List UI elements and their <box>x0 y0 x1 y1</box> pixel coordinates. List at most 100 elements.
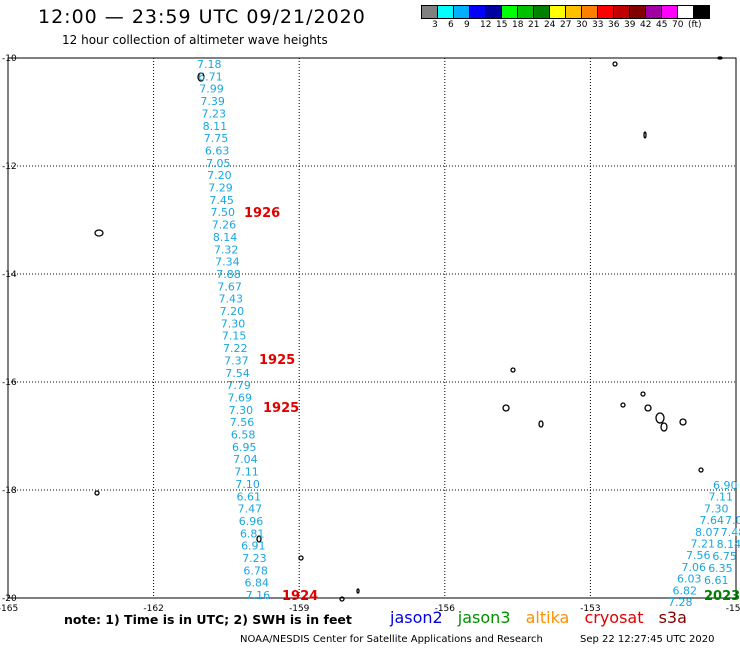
island-outline <box>655 412 665 424</box>
wave-height-label: 6.84 <box>244 577 269 590</box>
x-tick-label: -153 <box>580 604 600 614</box>
y-tick-label: -10 <box>2 54 17 64</box>
island-outline <box>298 555 304 561</box>
legend-swatch <box>693 5 710 19</box>
wave-track-1: 7.186.717.997.397.238.117.756.637.057.20… <box>197 58 270 602</box>
wave-height-label: 7.56 <box>230 416 255 429</box>
island-outline <box>502 404 510 412</box>
wave-track-2: 6.907.117.307.648.077.217.567.066.036.82… <box>668 479 740 609</box>
wave-height-label: 6.71 <box>198 70 223 83</box>
satellite-legend: jason2 jason3 altika cryosat s3a <box>390 608 697 627</box>
legend-label: 21 <box>528 20 540 30</box>
x-tick-label: -159 <box>289 604 310 614</box>
wave-height-label: 6.90 <box>713 479 738 492</box>
legend-label: 42 <box>640 20 652 30</box>
sat-s3a: s3a <box>658 608 687 627</box>
wave-height-label: 7.11 <box>234 466 258 479</box>
wave-height-label: 7.99 <box>199 83 224 96</box>
wave-height-label: 7.30 <box>221 317 246 330</box>
wave-height-label: 6.63 <box>205 144 230 157</box>
legend-swatch <box>645 5 662 19</box>
y-tick-label: -14 <box>2 270 17 280</box>
legend-swatch <box>437 5 454 19</box>
y-tick-label: -20 <box>2 594 17 604</box>
island-outline <box>612 61 618 67</box>
x-tick-label: -150 <box>726 604 740 614</box>
graticule <box>7 57 737 599</box>
wave-height-label: 7.88 <box>216 268 241 281</box>
island-outline <box>356 588 360 594</box>
island-outline <box>510 367 516 373</box>
legend-label: 6 <box>448 20 454 30</box>
y-tick-label: -18 <box>2 486 17 496</box>
legend-label: 39 <box>624 20 636 30</box>
legend-labels: 3 6 9 12 15 18 21 24 27 30 33 36 39 42 45 70 (ft) <box>422 19 710 31</box>
island-outline <box>197 72 205 82</box>
legend-label: 24 <box>544 20 556 30</box>
sat-cryosat: cryosat <box>584 608 644 627</box>
legend-label: 9 <box>464 20 470 30</box>
legend-swatch <box>485 5 502 19</box>
island-outline <box>698 467 704 473</box>
wave-height-label: 7.30 <box>704 502 729 515</box>
legend-swatch <box>661 5 678 19</box>
wave-height-label: 7.22 <box>223 342 248 355</box>
island-outline <box>339 596 345 602</box>
wave-height-label: 6.58 <box>231 429 256 442</box>
wave-height-label: 7.45 <box>209 194 234 207</box>
page-subtitle: 12 hour collection of altimeter wave hei… <box>62 33 328 47</box>
x-tick-label: -165 <box>0 604 18 614</box>
island-outlines <box>94 56 723 602</box>
wave-height-label: 7.05 <box>206 157 231 170</box>
pass-hour-label: 1925 <box>263 401 299 416</box>
legend-swatch <box>421 5 438 19</box>
wave-height-label: 7.75 <box>204 132 229 145</box>
legend-swatch <box>613 5 630 19</box>
legend-swatch <box>549 5 566 19</box>
legend-label: 36 <box>608 20 620 30</box>
island-outline <box>256 535 262 543</box>
page-title: 12:00 — 23:59 UTC 09/21/2020 <box>38 6 366 28</box>
wave-height-label: 7.50 <box>211 206 236 219</box>
generated-timestamp: Sep 22 12:27:45 UTC 2020 <box>580 634 715 645</box>
wave-height-label: 7.37 <box>224 354 249 367</box>
sat-altika: altika <box>525 608 570 627</box>
legend-swatch <box>677 5 694 19</box>
credit-line: NOAA/NESDIS Center for Satellite Applica… <box>240 634 543 645</box>
wave-height-label: 8.14 <box>213 231 238 244</box>
legend-swatch <box>565 5 582 19</box>
legend-label: 27 <box>560 20 572 30</box>
island-outline <box>643 131 647 139</box>
wave-height-label: 7.15 <box>222 330 247 343</box>
pass-hour-label: 1925 <box>259 353 295 368</box>
wave-height-label: 6.61 <box>704 574 729 587</box>
legend-label: 30 <box>576 20 588 30</box>
wave-height-label: 6.91 <box>241 540 266 553</box>
pass-hour-label: 2023 <box>704 589 740 604</box>
color-legend: 3 6 9 12 15 18 21 24 27 30 33 36 39 42 45 70 (ft) <box>421 5 710 31</box>
wave-height-label: 7.02 <box>725 514 740 527</box>
wave-height-label: 7.23 <box>202 107 227 120</box>
wave-height-label: 7.20 <box>220 305 245 318</box>
wave-height-label: 7.54 <box>225 367 250 380</box>
legend-swatch <box>501 5 518 19</box>
legend-swatch <box>517 5 534 19</box>
legend-label: 12 <box>480 20 492 30</box>
island-outline <box>94 229 104 237</box>
legend-label: 15 <box>496 20 508 30</box>
wave-height-label: 7.29 <box>208 182 233 195</box>
wave-height-label: 7.28 <box>668 596 693 609</box>
wave-height-label: 6.03 <box>677 573 702 586</box>
wave-height-label: 7.47 <box>238 503 263 516</box>
island-outline <box>644 404 652 412</box>
wave-height-label: 7.34 <box>215 256 240 269</box>
y-tick-label: -16 <box>2 378 17 388</box>
legend-swatch <box>533 5 550 19</box>
wave-height-label: 7.43 <box>218 293 243 306</box>
wave-height-label: 7.67 <box>217 280 242 293</box>
island-outline <box>620 402 626 408</box>
wave-height-label: 8.11 <box>203 120 228 133</box>
legend-swatch <box>453 5 470 19</box>
island-outline <box>679 418 687 426</box>
